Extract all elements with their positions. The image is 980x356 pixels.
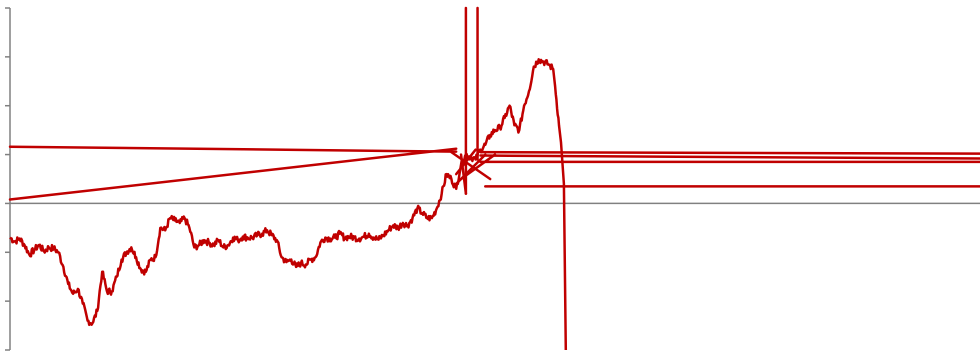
overlay-line bbox=[479, 154, 980, 160]
overlay-line bbox=[479, 150, 980, 155]
chart-axes bbox=[5, 7, 980, 351]
overlay-line bbox=[459, 153, 497, 181]
overlay-line bbox=[450, 150, 492, 181]
series-group bbox=[9, 58, 568, 351]
overlay-line bbox=[8, 145, 458, 153]
overlay-lines bbox=[8, 6, 980, 201]
series-line bbox=[9, 58, 568, 351]
overlay-line bbox=[8, 147, 458, 201]
